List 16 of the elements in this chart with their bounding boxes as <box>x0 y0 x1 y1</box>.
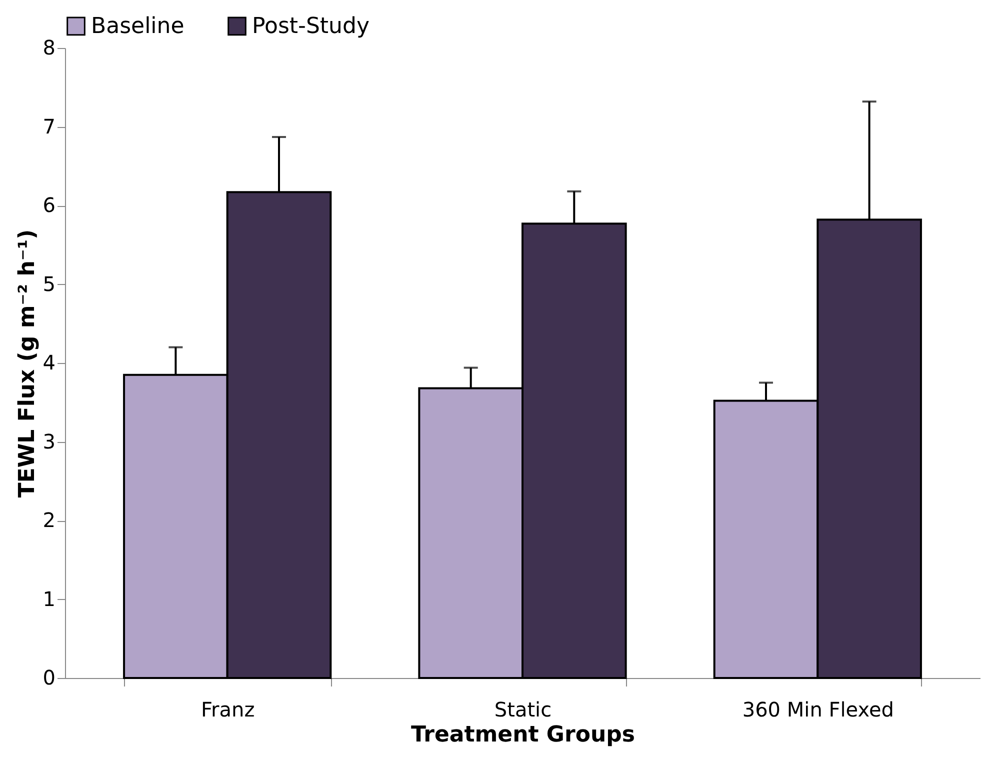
x-tick-label: Static <box>494 698 552 722</box>
x-axis-title: Treatment Groups <box>411 722 635 748</box>
y-tick-label: 1 <box>42 586 56 611</box>
x-tick-label: Franz <box>200 698 255 722</box>
y-tick-label: 3 <box>42 429 56 454</box>
legend-label: Baseline <box>91 14 184 40</box>
y-tick-label: 8 <box>42 36 56 60</box>
y-tick-label: 2 <box>42 508 56 532</box>
legend-label: Post-Study <box>252 14 370 40</box>
y-tick-label: 7 <box>42 114 56 138</box>
y-axis-title: TEWL Flux (g m⁻² h⁻¹) <box>14 229 40 498</box>
y-tick-label: 6 <box>42 193 56 217</box>
x-tick-label: 360 Min Flexed <box>742 698 894 722</box>
y-tick-label: 4 <box>42 350 56 374</box>
y-tick-label: 5 <box>42 272 56 296</box>
y-tick-label: 0 <box>42 666 56 690</box>
